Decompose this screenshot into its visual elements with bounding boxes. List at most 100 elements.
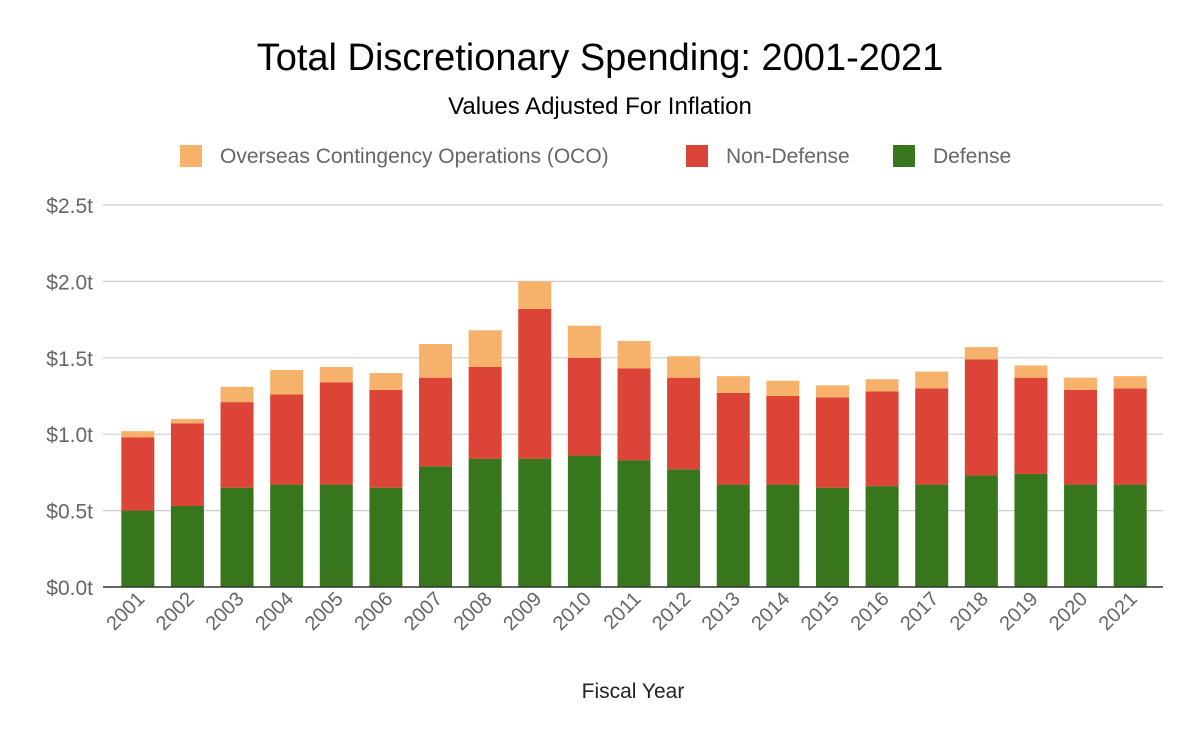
legend: Overseas Contingency Operations (OCO) Non…	[180, 145, 1011, 168]
bar-non-defense-2020	[1064, 389, 1098, 485]
bar-non-defense-2009	[518, 308, 552, 459]
x-tick-label: 2005	[301, 588, 348, 635]
legend-swatch	[686, 145, 708, 167]
bar-overseas-contingency-operations-oco-2014	[766, 380, 800, 396]
bar-overseas-contingency-operations-oco-2009	[518, 281, 552, 309]
x-tick-label: 2003	[202, 588, 249, 635]
x-tick-label: 2010	[549, 588, 596, 635]
bar-overseas-contingency-operations-oco-2004	[270, 370, 304, 395]
x-tick-label: 2013	[698, 588, 745, 635]
bar-non-defense-2005	[319, 382, 353, 485]
y-tick-label: $0.5t	[46, 501, 93, 524]
bar-defense-2010	[567, 455, 601, 587]
bar-overseas-contingency-operations-oco-2006	[369, 373, 403, 390]
x-tick-label: 2006	[350, 588, 397, 635]
x-axis-ticks: 2001 2002 2003 2004 2005 2006 2007 2008 2009 2010…	[102, 588, 1141, 635]
bar-non-defense-2004	[270, 394, 304, 485]
bar-non-defense-2010	[567, 357, 601, 456]
legend-label: Non-Defense	[726, 145, 850, 168]
y-tick-label: $0.0t	[46, 577, 93, 600]
bar-overseas-contingency-operations-oco-2015	[815, 385, 849, 398]
bar-overseas-contingency-operations-oco-2012	[667, 356, 701, 378]
bar-non-defense-2011	[617, 368, 651, 461]
y-tick-label: $2.0t	[46, 271, 93, 294]
bar-non-defense-2015	[815, 397, 849, 488]
bar-defense-2006	[369, 487, 403, 587]
y-axis-ticks: $0.0t $0.5t $1.0t $1.5t $2.0t $2.5t	[46, 195, 93, 600]
legend-swatch	[180, 145, 202, 167]
bar-non-defense-2019	[1014, 377, 1048, 474]
x-tick-label: 2019	[995, 588, 1042, 635]
bar-non-defense-2017	[915, 388, 949, 485]
legend-swatch	[893, 145, 915, 167]
bar-defense-2001	[121, 510, 155, 587]
bar-defense-2009	[518, 458, 552, 587]
bar-overseas-contingency-operations-oco-2007	[419, 344, 453, 378]
bar-non-defense-2001	[121, 437, 155, 511]
x-tick-label: 2001	[102, 588, 149, 635]
chart-title: Total Discretionary Spending: 2001-2021	[257, 37, 944, 79]
x-axis-label: Fiscal Year	[582, 680, 685, 703]
y-tick-label: $2.5t	[46, 195, 93, 218]
bar-defense-2014	[766, 484, 800, 587]
x-tick-label: 2014	[747, 588, 794, 635]
bar-defense-2002	[170, 506, 204, 587]
x-tick-label: 2016	[847, 588, 894, 635]
x-tick-label: 2002	[152, 588, 199, 635]
bar-defense-2004	[270, 484, 304, 587]
x-tick-label: 2017	[896, 588, 943, 635]
x-tick-label: 2020	[1045, 588, 1092, 635]
x-tick-label: 2021	[1095, 588, 1142, 635]
bar-overseas-contingency-operations-oco-2017	[915, 371, 949, 389]
x-tick-label: 2012	[648, 588, 695, 635]
bar-overseas-contingency-operations-oco-2019	[1014, 365, 1048, 378]
bar-overseas-contingency-operations-oco-2013	[716, 376, 750, 393]
bar-non-defense-2003	[220, 402, 254, 488]
x-tick-label: 2018	[946, 588, 993, 635]
bar-overseas-contingency-operations-oco-2008	[468, 330, 502, 367]
bar-overseas-contingency-operations-oco-2005	[319, 366, 353, 383]
x-tick-label: 2007	[400, 588, 447, 635]
bar-non-defense-2018	[964, 359, 998, 476]
bar-non-defense-2014	[766, 396, 800, 485]
bar-overseas-contingency-operations-oco-2018	[964, 347, 998, 360]
chart-subtitle: Values Adjusted For Inflation	[448, 93, 752, 120]
bar-defense-2003	[220, 487, 254, 587]
bar-overseas-contingency-operations-oco-2021	[1113, 376, 1147, 389]
bars	[121, 281, 1147, 587]
bar-overseas-contingency-operations-oco-2010	[567, 325, 601, 358]
bar-defense-2016	[865, 486, 899, 587]
bar-defense-2013	[716, 484, 750, 587]
y-tick-label: $1.5t	[46, 348, 93, 371]
bar-defense-2011	[617, 460, 651, 587]
x-tick-label: 2004	[251, 588, 298, 635]
legend-item: Overseas Contingency Operations (OCO)	[180, 145, 609, 168]
bar-defense-2018	[964, 475, 998, 587]
bar-defense-2007	[419, 466, 453, 587]
legend-item: Non-Defense	[686, 145, 850, 168]
bar-non-defense-2021	[1113, 388, 1147, 485]
x-tick-label: 2011	[600, 588, 646, 634]
bar-defense-2015	[815, 487, 849, 587]
bar-non-defense-2013	[716, 392, 750, 485]
bar-non-defense-2008	[468, 366, 502, 459]
bar-defense-2012	[667, 469, 701, 587]
bar-overseas-contingency-operations-oco-2016	[865, 379, 899, 392]
bar-overseas-contingency-operations-oco-2001	[121, 431, 155, 438]
y-tick-label: $1.0t	[46, 424, 93, 447]
x-tick-label: 2008	[450, 588, 497, 635]
bar-non-defense-2016	[865, 391, 899, 487]
x-tick-label: 2009	[499, 588, 546, 635]
bar-defense-2005	[319, 484, 353, 587]
bar-defense-2019	[1014, 473, 1048, 587]
x-tick-label: 2015	[797, 588, 844, 635]
bar-non-defense-2012	[667, 377, 701, 470]
bar-overseas-contingency-operations-oco-2020	[1064, 377, 1098, 390]
legend-label: Overseas Contingency Operations (OCO)	[220, 145, 609, 168]
bar-overseas-contingency-operations-oco-2003	[220, 386, 254, 403]
bar-overseas-contingency-operations-oco-2011	[617, 340, 651, 369]
legend-item: Defense	[893, 145, 1011, 168]
bar-defense-2017	[915, 484, 949, 587]
bar-non-defense-2007	[419, 377, 453, 467]
